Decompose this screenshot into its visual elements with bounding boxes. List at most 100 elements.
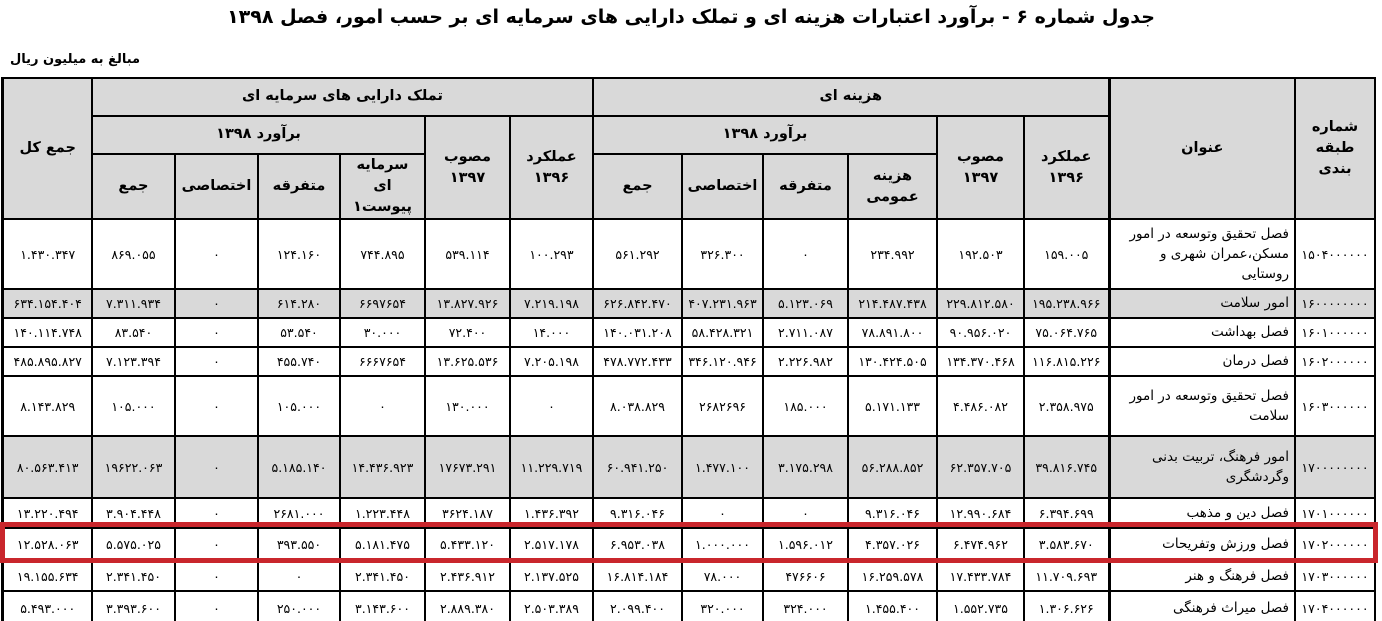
cell-c_amalkard: ۱.۴۳۶.۳۹۲ — [508, 497, 594, 530]
cell-e_amalkard: ۳.۵۸۳.۶۷۰ — [1023, 527, 1110, 563]
cell-c_sarmaye: ۲.۳۴۱.۴۵۰ — [338, 560, 426, 593]
page-title: جدول شماره ۶ - برآورد اعتبارات هزینه ای … — [227, 6, 1155, 28]
cell-c_mosavab: ۱۷۶۷۳.۲۹۱ — [423, 435, 511, 500]
cell-e_mosavab: ۱۳۴.۳۷۰.۴۶۸ — [936, 346, 1025, 378]
cell-c_sarmaye: ۷۴۴.۸۹۵ — [338, 218, 426, 291]
cell-total: ۱۲.۵۲۸.۰۶۳ — [1, 527, 93, 563]
cell-e_omumi: ۲۳۴.۹۹۲ — [847, 218, 938, 291]
cell-title: فصل تحقیق وتوسعه در امور سلامت — [1107, 375, 1296, 438]
cell-title: فصل درمان — [1107, 346, 1296, 378]
table-row: ۱۵۰۴۰۰۰۰۰۰ فصل تحقیق وتوسعه در امور مسکن،… — [1, 218, 1376, 291]
cell-e_amalkard: ۱.۳۰۶.۶۲۶ — [1023, 590, 1110, 621]
cell-e_omumi: ۱.۴۵۵.۴۰۰ — [847, 590, 938, 621]
cell-e_motefarreqe: ۲.۲۲۶.۹۸۲ — [762, 346, 849, 378]
header-capital-performance-1396: عملکرد ۱۳۹۶ — [508, 114, 594, 221]
cell-e_omumi: ۷۸.۸۹۱.۸۰۰ — [847, 317, 938, 349]
table-row-highlighted: ۱۷۰۲۰۰۰۰۰۰ فصل ورزش وتفریحات ۳.۵۸۳.۶۷۰ ۶.۴۷… — [1, 527, 1376, 563]
budget-table: شماره طبقه بندی عنوان هزینه ای تملک دارا… — [1, 76, 1376, 621]
cell-e_amalkard: ۳۹.۸۱۶.۷۴۵ — [1023, 435, 1110, 500]
cell-title: فصل میراث فرهنگی — [1107, 590, 1296, 621]
cell-c_motefarreqe: ۵۳.۵۴۰ — [256, 317, 341, 349]
cell-c_motefarreqe: ۲۶۸۱.۰۰۰ — [256, 497, 341, 530]
cell-e_motefarreqe: ۱.۵۹۶.۰۱۲ — [762, 527, 849, 563]
table-row: ۱۷۰۱۰۰۰۰۰۰ فصل دین و مذهب ۶.۳۹۴.۶۹۹ ۱۲.۹۹۰.… — [1, 497, 1376, 530]
cell-c_jam: ۳.۳۹۳.۶۰۰ — [90, 590, 176, 621]
header-expense-sum: جمع — [591, 152, 684, 221]
cell-c_ekhtesasi: ۰ — [173, 346, 259, 378]
cell-code: ۱۶۰۲۰۰۰۰۰۰ — [1294, 346, 1376, 378]
cell-title: فصل فرهنگ و هنر — [1107, 560, 1296, 593]
cell-code: ۱۷۰۳۰۰۰۰۰۰ — [1294, 560, 1376, 593]
cell-c_ekhtesasi: ۰ — [173, 590, 259, 621]
header-capital-dedicated: اختصاصی — [173, 152, 259, 221]
cell-e_mosavab: ۱۷.۴۳۳.۷۸۴ — [936, 560, 1025, 593]
cell-e_mosavab: ۴.۴۸۶.۰۸۲ — [936, 375, 1025, 438]
cell-e_motefarreqe: ۰ — [762, 218, 849, 291]
header-expense-approved-1397: مصوب ۱۳۹۷ — [936, 114, 1025, 221]
cell-e_jam: ۱۶.۸۱۴.۱۸۴ — [591, 560, 684, 593]
cell-c_ekhtesasi: ۰ — [173, 560, 259, 593]
cell-c_motefarreqe: ۱۰۵.۰۰۰ — [256, 375, 341, 438]
cell-e_motefarreqe: ۳۲۴.۰۰۰ — [762, 590, 849, 621]
table-row: ۱۶۰۰۰۰۰۰۰۰ امور سلامت ۱۹۵.۲۳۸.۹۶۶ ۲۲۹.۸۱۲.۵… — [1, 288, 1376, 320]
cell-title: فصل ورزش وتفریحات — [1107, 527, 1296, 563]
cell-e_amalkard: ۱۱۶.۸۱۵.۲۲۶ — [1023, 346, 1110, 378]
cell-c_amalkard: ۲.۵۱۷.۱۷۸ — [508, 527, 594, 563]
cell-e_mosavab: ۱.۵۵۲.۷۳۵ — [936, 590, 1025, 621]
cell-code: ۱۷۰۰۰۰۰۰۰۰ — [1294, 435, 1376, 500]
table-row: ۱۶۰۱۰۰۰۰۰۰ فصل بهداشت ۷۵.۰۶۴.۷۶۵ ۹۰.۹۵۶.۰۲۰… — [1, 317, 1376, 349]
table-row: ۱۷۰۰۰۰۰۰۰۰ امور فرهنگ، تربیت بدنی وگردشگر… — [1, 435, 1376, 500]
cell-e_jam: ۲.۰۹۹.۴۰۰ — [591, 590, 684, 621]
cell-title: فصل بهداشت — [1107, 317, 1296, 349]
cell-c_amalkard: ۷.۲۱۹.۱۹۸ — [508, 288, 594, 320]
cell-c_ekhtesasi: ۰ — [173, 317, 259, 349]
cell-total: ۸.۱۴۳.۸۲۹ — [1, 375, 93, 438]
cell-e_jam: ۱۴۰.۰۳۱.۲۰۸ — [591, 317, 684, 349]
cell-e_motefarreqe: ۱۸۵.۰۰۰ — [762, 375, 849, 438]
cell-c_jam: ۱۹۶۲۲.۰۶۳ — [90, 435, 176, 500]
cell-e_mosavab: ۱۲.۹۹۰.۶۸۴ — [936, 497, 1025, 530]
cell-title: امور فرهنگ، تربیت بدنی وگردشگری — [1107, 435, 1296, 500]
cell-c_amalkard: ۱۰۰.۲۹۳ — [508, 218, 594, 291]
header-title: عنوان — [1107, 76, 1296, 221]
cell-total: ۱.۴۳۰.۳۴۷ — [1, 218, 93, 291]
cell-e_ekhtesasi: ۲۶۸۲۶۹۶ — [681, 375, 764, 438]
cell-c_jam: ۳.۹۰۴.۴۴۸ — [90, 497, 176, 530]
header-grand-total: جمع کل — [1, 76, 93, 221]
cell-e_ekhtesasi: ۳۴۶.۱۲۰.۹۴۶ — [681, 346, 764, 378]
cell-e_amalkard: ۷۵.۰۶۴.۷۶۵ — [1023, 317, 1110, 349]
cell-e_jam: ۶۰.۹۴۱.۲۵۰ — [591, 435, 684, 500]
cell-c_motefarreqe: ۳۹۳.۵۵۰ — [256, 527, 341, 563]
table-header: شماره طبقه بندی عنوان هزینه ای تملک دارا… — [1, 76, 1376, 221]
header-capital-attachment1: سرمایه ای پیوست۱ — [338, 152, 426, 221]
cell-e_omumi: ۲۱۴.۴۸۷.۴۳۸ — [847, 288, 938, 320]
header-classification-number: شماره طبقه بندی — [1294, 76, 1376, 221]
cell-e_omumi: ۵۶.۲۸۸.۸۵۲ — [847, 435, 938, 500]
table-row: ۱۶۰۲۰۰۰۰۰۰ فصل درمان ۱۱۶.۸۱۵.۲۲۶ ۱۳۴.۳۷۰.۴۶… — [1, 346, 1376, 378]
cell-e_mosavab: ۹۰.۹۵۶.۰۲۰ — [936, 317, 1025, 349]
header-expense-group: هزینه ای — [591, 77, 1111, 117]
header-capital-estimate-1398: برآورد ۱۳۹۸ — [90, 115, 426, 155]
cell-c_ekhtesasi: ۰ — [173, 435, 259, 500]
amounts-unit-note: مبالغ به میلیون ریال — [10, 52, 141, 67]
cell-c_mosavab: ۱۳.۸۲۷.۹۲۶ — [423, 288, 511, 320]
cell-c_amalkard: ۷.۲۰۵.۱۹۸ — [508, 346, 594, 378]
cell-c_jam: ۲.۳۴۱.۴۵۰ — [90, 560, 176, 593]
cell-e_ekhtesasi: ۴۰۷.۲۳۱.۹۶۳ — [681, 288, 764, 320]
header-expense-estimate-1398: برآورد ۱۳۹۸ — [591, 115, 939, 155]
cell-c_jam: ۸۳.۵۴۰ — [90, 317, 176, 349]
header-capital-approved-1397: مصوب ۱۳۹۷ — [423, 114, 511, 221]
cell-e_ekhtesasi: ۳۲۶.۳۰۰ — [681, 218, 764, 291]
cell-e_jam: ۸.۰۳۸.۸۲۹ — [591, 375, 684, 438]
cell-c_jam: ۱۰۵.۰۰۰ — [90, 375, 176, 438]
table-row: ۱۶۰۳۰۰۰۰۰۰ فصل تحقیق وتوسعه در امور سلامت… — [1, 375, 1376, 438]
cell-c_motefarreqe: ۶۱۴.۲۸۰ — [256, 288, 341, 320]
cell-code: ۱۷۰۲۰۰۰۰۰۰ — [1294, 527, 1376, 563]
cell-c_motefarreqe: ۰ — [256, 560, 341, 593]
cell-c_sarmaye: ۳.۱۴۳.۶۰۰ — [338, 590, 426, 621]
cell-c_mosavab: ۵۳۹.۱۱۴ — [423, 218, 511, 291]
cell-e_motefarreqe: ۳.۱۷۵.۲۹۸ — [762, 435, 849, 500]
cell-e_ekhtesasi: ۷۸.۰۰۰ — [681, 560, 764, 593]
cell-c_ekhtesasi: ۰ — [173, 375, 259, 438]
cell-title: فصل دین و مذهب — [1107, 497, 1296, 530]
